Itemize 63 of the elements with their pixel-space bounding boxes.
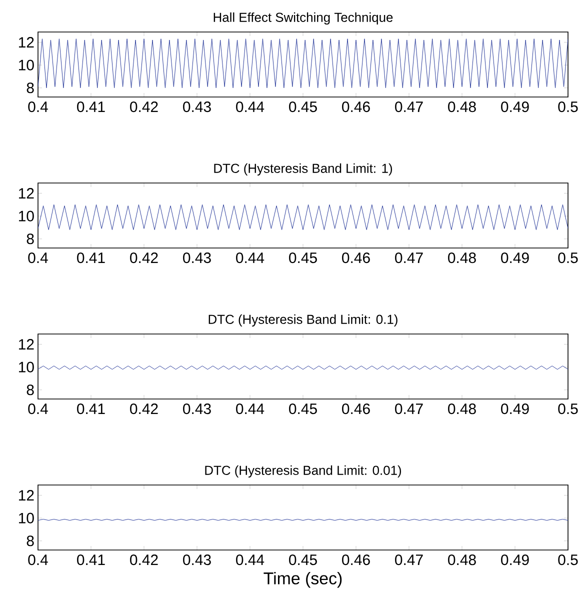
x-tick-label: 0.46 — [342, 102, 370, 112]
x-tick-label: 0.42 — [130, 554, 158, 566]
x-tick-label: 0.48 — [448, 554, 476, 566]
x-tick-label: 0.45 — [289, 252, 317, 264]
x-tick-label: 0.41 — [77, 102, 105, 112]
x-tick-label: 0.41 — [77, 404, 105, 414]
x-tick-label: 0.49 — [501, 102, 529, 112]
x-tick-label: 0.44 — [236, 404, 264, 414]
x-tick-label: 0.49 — [501, 554, 529, 566]
y-tick-label: 8 — [26, 536, 34, 546]
y-tick-label: 10 — [19, 210, 34, 222]
x-tick-label: 0.4 — [28, 404, 48, 414]
y-tick-label: 10 — [19, 60, 34, 70]
y-tick-label: 8 — [26, 82, 34, 94]
x-tick-label: 0.49 — [501, 404, 529, 414]
x-tick-label: 0.43 — [183, 102, 211, 112]
chart-title: Hall Effect Switching Technique — [214, 12, 393, 25]
x-tick-label: 0.44 — [236, 554, 264, 566]
x-tick-label: 0.42 — [130, 404, 158, 414]
x-tick-label: 0.5 — [558, 554, 578, 566]
x-tick-label: 0.47 — [395, 102, 423, 112]
y-tick-label: 12 — [19, 490, 34, 500]
x-tick-label: 0.46 — [342, 554, 370, 566]
x-tick-label: 0.48 — [448, 252, 476, 264]
x-tick-label: 0.43 — [183, 252, 211, 264]
x-tick-label: 0.42 — [130, 102, 158, 112]
x-tick-label: 0.45 — [289, 404, 317, 414]
x-tick-label: 0.42 — [130, 252, 158, 264]
chart-title: DTC (Hysteresis Band Limit: 1) — [214, 163, 392, 176]
x-tick-label: 0.43 — [183, 554, 211, 566]
x-tick-label: 0.4 — [28, 252, 48, 264]
y-tick-label: 8 — [26, 384, 34, 396]
y-tick-label: 12 — [19, 339, 34, 350]
x-tick-label: 0.4 — [28, 554, 48, 566]
chart-title: DTC (Hysteresis Band Limit: 0.1) — [208, 314, 398, 327]
y-tick-label: 10 — [19, 512, 34, 524]
y-tick-label: 12 — [19, 188, 34, 198]
x-tick-label: 0.45 — [289, 102, 317, 112]
y-tick-label: 10 — [19, 362, 34, 372]
chart-title: DTC (Hysteresis Band Limit: 0.01) — [205, 465, 402, 478]
x-tick-label: 0.46 — [342, 404, 370, 414]
line-series — [38, 38, 568, 88]
x-tick-label: 0.49 — [501, 252, 529, 264]
x-tick-label: 0.48 — [448, 102, 476, 112]
x-tick-label: 0.47 — [395, 252, 423, 264]
x-tick-label: 0.47 — [395, 404, 423, 414]
x-tick-label: 0.5 — [558, 404, 578, 414]
y-tick-label: 12 — [19, 37, 34, 48]
x-tick-label: 0.4 — [28, 102, 48, 112]
x-tick-label: 0.47 — [395, 554, 423, 566]
x-tick-label: 0.45 — [289, 554, 317, 566]
x-tick-label: 0.48 — [448, 404, 476, 414]
x-tick-label: 0.43 — [183, 404, 211, 414]
x-axis-title: Time (sec) — [264, 572, 342, 588]
x-tick-label: 0.46 — [342, 252, 370, 264]
x-tick-label: 0.41 — [77, 554, 105, 566]
x-tick-label: 0.5 — [558, 252, 578, 264]
line-series — [38, 204, 568, 230]
x-tick-label: 0.41 — [77, 252, 105, 264]
y-tick-label: 8 — [26, 234, 34, 244]
x-tick-label: 0.44 — [236, 102, 264, 112]
x-tick-label: 0.5 — [558, 102, 578, 112]
x-tick-label: 0.44 — [236, 252, 264, 264]
